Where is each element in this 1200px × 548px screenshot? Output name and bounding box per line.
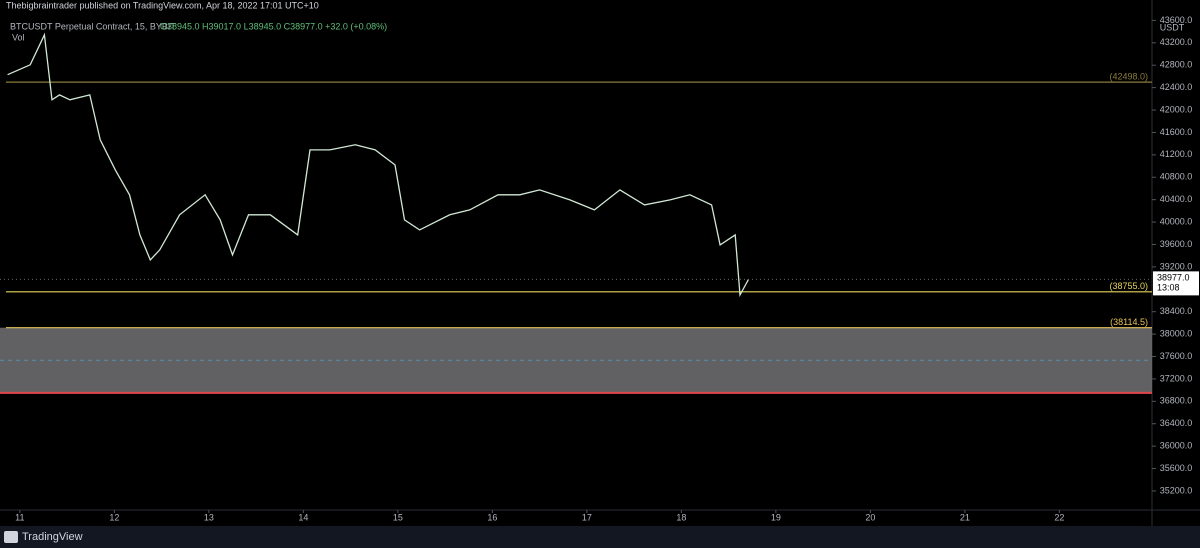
currency: USDT xyxy=(1160,22,1185,32)
y-tick-label: 36000.0 xyxy=(1160,441,1193,451)
x-tick-label: 21 xyxy=(960,512,970,522)
last-price-label: 38977.0 xyxy=(1157,273,1190,283)
x-tick-label: 18 xyxy=(676,512,686,522)
logo xyxy=(4,531,18,543)
y-tick-label: 43200.0 xyxy=(1160,37,1193,47)
price-line xyxy=(7,32,750,298)
y-tick-label: 40000.0 xyxy=(1160,216,1193,226)
y-tick-label: 42000.0 xyxy=(1160,104,1193,114)
chart-title: BTCUSDT Perpetual Contract, 15, BYBIT xyxy=(10,21,176,31)
last-price-box xyxy=(1153,271,1199,296)
level-label: (38755.0) xyxy=(1109,281,1148,291)
y-tick-label: 42800.0 xyxy=(1160,60,1193,70)
x-tick-label: 13 xyxy=(204,512,214,522)
x-tick-label: 15 xyxy=(393,512,403,522)
x-tick-label: 20 xyxy=(865,512,875,522)
x-tick-label: 19 xyxy=(771,512,781,522)
y-tick-label: 39600.0 xyxy=(1160,239,1193,249)
y-tick-label: 35200.0 xyxy=(1160,485,1193,495)
brand: TradingView xyxy=(22,531,83,543)
level-label: (38114.5) xyxy=(1110,317,1148,327)
y-tick-label: 37200.0 xyxy=(1160,373,1193,383)
y-tick-label: 43600.0 xyxy=(1160,15,1193,25)
y-tick-label: 38000.0 xyxy=(1160,328,1193,338)
y-tick-label: 36800.0 xyxy=(1160,396,1193,406)
y-tick-label: 40400.0 xyxy=(1160,194,1193,204)
y-tick-label: 39200.0 xyxy=(1160,261,1193,271)
y-tick-label: 41200.0 xyxy=(1160,149,1193,159)
x-tick-label: 22 xyxy=(1054,512,1064,522)
ohlc: O38945.0 H39017.0 L38945.0 C38977.0 +32.… xyxy=(160,21,387,31)
footer-bar xyxy=(0,526,1200,548)
y-tick-label: 40800.0 xyxy=(1160,172,1193,182)
x-tick-label: 11 xyxy=(15,512,24,522)
y-tick-label: 42400.0 xyxy=(1160,82,1193,92)
publisher: Thebigbraintrader published on TradingVi… xyxy=(6,0,319,10)
x-tick-label: 14 xyxy=(298,512,308,522)
x-tick-label: 12 xyxy=(109,512,119,522)
y-tick-label: 41600.0 xyxy=(1160,127,1193,137)
x-tick-label: 16 xyxy=(487,512,497,522)
y-tick-label: 35600.0 xyxy=(1160,463,1193,473)
level-label: (42498.0) xyxy=(1109,72,1148,82)
y-tick-label: 36400.0 xyxy=(1160,418,1193,428)
x-tick-label: 17 xyxy=(582,512,592,522)
volume-label: Vol xyxy=(12,32,25,42)
y-tick-label: 37600.0 xyxy=(1160,351,1193,361)
y-tick-label: 38400.0 xyxy=(1160,306,1193,316)
countdown: 13:08 xyxy=(1157,283,1180,293)
